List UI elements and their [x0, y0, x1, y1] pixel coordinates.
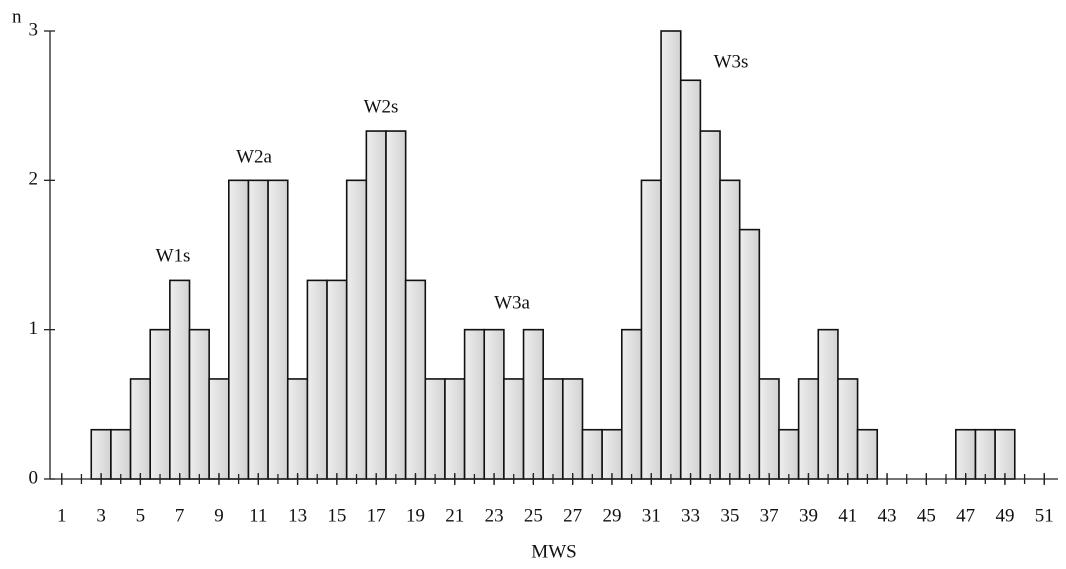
- bar: [169, 279, 191, 480]
- annotation: W1s: [156, 245, 191, 266]
- bar: [856, 428, 879, 480]
- bar: [797, 378, 820, 480]
- bar: [286, 378, 309, 480]
- x-tick-label: 27: [563, 505, 582, 526]
- x-tick-label: 19: [406, 505, 425, 526]
- bar: [620, 328, 643, 480]
- bar: [503, 378, 525, 480]
- bar: [483, 328, 505, 480]
- x-tick-label: 41: [838, 505, 857, 526]
- bar: [149, 328, 171, 480]
- x-tick-label: 17: [367, 505, 386, 526]
- bar: [267, 179, 289, 480]
- x-tick-label: 11: [249, 505, 267, 526]
- bar: [326, 279, 348, 480]
- y-tick-label: 3: [29, 19, 39, 40]
- bar: [738, 228, 761, 480]
- x-tick-label: 39: [799, 505, 818, 526]
- bar: [90, 428, 112, 480]
- bar: [994, 428, 1016, 480]
- bar: [365, 130, 387, 480]
- bar: [758, 378, 780, 480]
- bar: [385, 130, 407, 480]
- bar: [699, 130, 721, 480]
- bar: [974, 428, 996, 480]
- x-tick-label: 47: [956, 505, 975, 526]
- x-tick-label: 13: [288, 505, 307, 526]
- x-tick-label: 21: [445, 505, 464, 526]
- bar: [679, 79, 702, 480]
- annotation: W3a: [494, 292, 530, 313]
- bar: [640, 179, 662, 480]
- bar: [660, 30, 682, 480]
- x-tick-label: 5: [136, 505, 146, 526]
- x-tick-label: 15: [327, 505, 346, 526]
- bar: [601, 428, 623, 480]
- x-tick-label: 37: [760, 505, 779, 526]
- x-tick-label: 23: [485, 505, 504, 526]
- x-tick-label: 43: [878, 505, 897, 526]
- bar: [110, 428, 132, 480]
- bar: [817, 328, 839, 480]
- x-tick-label: 51: [1035, 505, 1054, 526]
- x-tick-label: 9: [214, 505, 224, 526]
- bar: [345, 179, 368, 480]
- bar: [424, 378, 446, 480]
- y-tick-label: 2: [29, 169, 39, 190]
- bar: [955, 428, 977, 480]
- x-tick-label: 25: [524, 505, 543, 526]
- bar: [837, 378, 859, 480]
- annotation: W3s: [714, 51, 749, 72]
- bar: [542, 378, 564, 480]
- x-axis-label: MWS: [531, 541, 576, 562]
- annotation: W2a: [236, 146, 272, 167]
- x-tick-label: 49: [995, 505, 1014, 526]
- bar: [404, 279, 427, 480]
- bar: [306, 279, 328, 480]
- x-tick-label: 7: [175, 505, 185, 526]
- x-tick-label: 1: [57, 505, 67, 526]
- bar: [129, 378, 152, 480]
- x-tick-label: 31: [642, 505, 661, 526]
- x-tick-label: 29: [602, 505, 621, 526]
- bar: [522, 328, 544, 480]
- y-tick-label: 0: [29, 467, 39, 488]
- annotation: W2s: [364, 96, 399, 117]
- x-tick-label: 3: [96, 505, 106, 526]
- x-tick-label: 33: [681, 505, 700, 526]
- bar: [247, 179, 269, 480]
- bar: [444, 378, 466, 480]
- bar: [778, 428, 800, 480]
- bar: [562, 378, 584, 480]
- y-tick-label: 1: [29, 318, 39, 339]
- bar: [208, 378, 230, 480]
- bar: [188, 328, 210, 480]
- x-tick-label: 45: [917, 505, 936, 526]
- bar: [719, 179, 741, 480]
- bar: [228, 179, 250, 480]
- bar: [463, 328, 486, 480]
- bar: [581, 428, 603, 480]
- x-tick-label: 35: [720, 505, 739, 526]
- y-axis-label: n: [12, 6, 22, 27]
